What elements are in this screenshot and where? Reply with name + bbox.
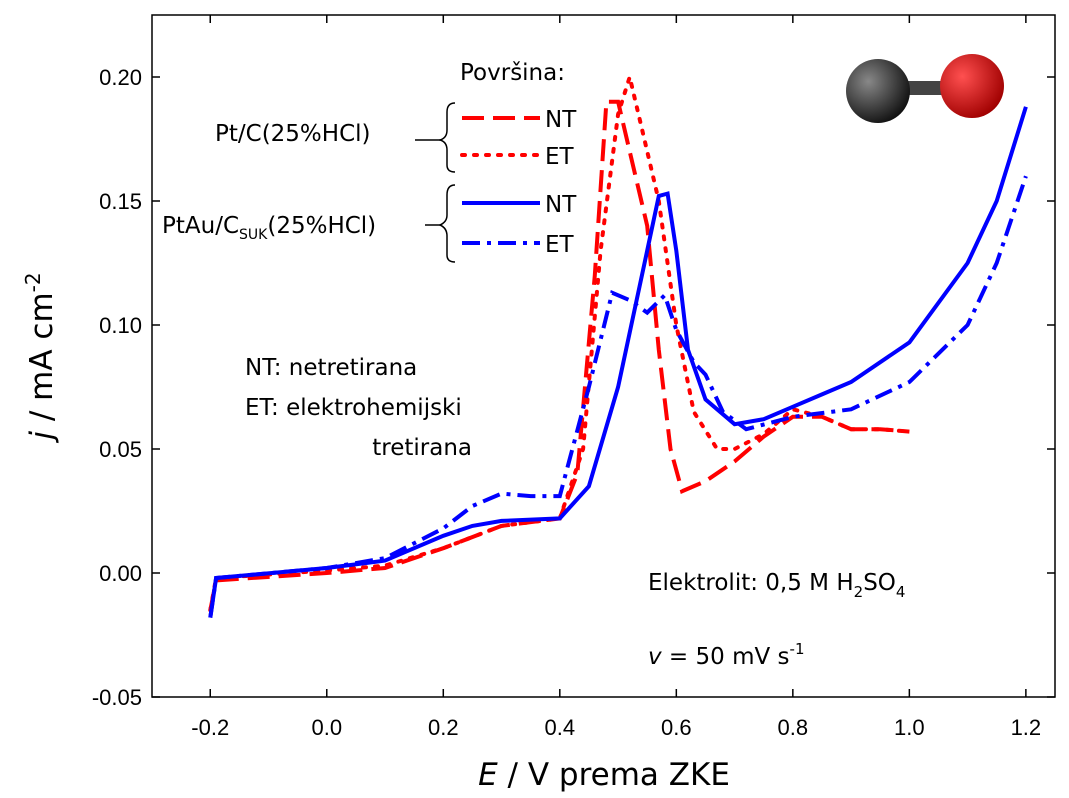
legend-group-text: (25%HCl) xyxy=(267,213,376,239)
legend-label: ET xyxy=(545,232,575,258)
electrolyte-note: Elektrolit: 0,5 M H2SO4 xyxy=(648,570,905,601)
y-label-text: / mA cm xyxy=(24,292,60,431)
y-label-exponent: -2 xyxy=(21,272,45,292)
y-tick-label: 0.10 xyxy=(99,313,142,338)
y-tick-label: 0.00 xyxy=(99,561,142,586)
legend-brackets xyxy=(415,102,456,263)
rate-note: v = 50 mV s-1 xyxy=(648,640,805,670)
data-line xyxy=(208,175,1028,618)
molecule xyxy=(846,54,1004,123)
x-tick-label: 0.2 xyxy=(428,715,459,740)
annotation-symbol: v xyxy=(648,644,662,670)
legend-group-label: Pt/C(25%HCl) xyxy=(215,121,371,147)
x-tick-label: 0.8 xyxy=(778,715,809,740)
legend-group-subscript: SUK xyxy=(239,227,268,243)
x-axis-label: E / V prema ZKE xyxy=(478,757,730,793)
annotation-subscript: 4 xyxy=(896,583,906,601)
annotation: NT: netretirana xyxy=(245,355,417,381)
annotation: tretirana xyxy=(372,435,472,461)
y-axis-label: j / mA cm-2 xyxy=(21,272,60,443)
annotation-text: SO xyxy=(863,570,896,596)
annotation-exponent: -1 xyxy=(790,640,805,658)
x-tick-label: 0.0 xyxy=(311,715,342,740)
annotation-text: = 50 mV s xyxy=(662,644,790,670)
plot-frame xyxy=(151,14,1056,698)
x-tick-label: 0.6 xyxy=(661,715,692,740)
annotation-text: Elektrolit: 0,5 M H xyxy=(648,570,854,596)
legend-label: NT xyxy=(545,107,577,133)
legend-label: NT xyxy=(545,192,577,218)
annotation-subscript: 2 xyxy=(854,583,864,601)
x-label-symbol: E xyxy=(478,757,498,793)
y-tick-label: -0.05 xyxy=(92,685,142,710)
y-tick-label: 0.20 xyxy=(99,65,142,90)
legend-group-label: PtAu/CSUK(25%HCl) xyxy=(162,213,376,243)
annotation: ET: elektrohemijski xyxy=(245,395,462,421)
legend-label: ET xyxy=(545,144,575,170)
y-tick-label: 0.05 xyxy=(99,437,142,462)
x-tick-label: 0.4 xyxy=(545,715,576,740)
y-tick-label: 0.15 xyxy=(99,189,142,214)
x-tick-label: 1.2 xyxy=(1011,715,1042,740)
legend-group-text: PtAu/C xyxy=(162,213,239,239)
x-tick-label: 1.0 xyxy=(894,715,925,740)
x-label-text: / V prema ZKE xyxy=(498,757,730,793)
legend-title: Površina: xyxy=(460,60,565,86)
data-line xyxy=(208,69,912,613)
y-label-symbol: j xyxy=(24,431,60,444)
data-line xyxy=(208,106,1028,618)
legend-group-text: Pt/C(25%HCl) xyxy=(215,121,371,147)
x-tick-label: -0.2 xyxy=(191,715,229,740)
